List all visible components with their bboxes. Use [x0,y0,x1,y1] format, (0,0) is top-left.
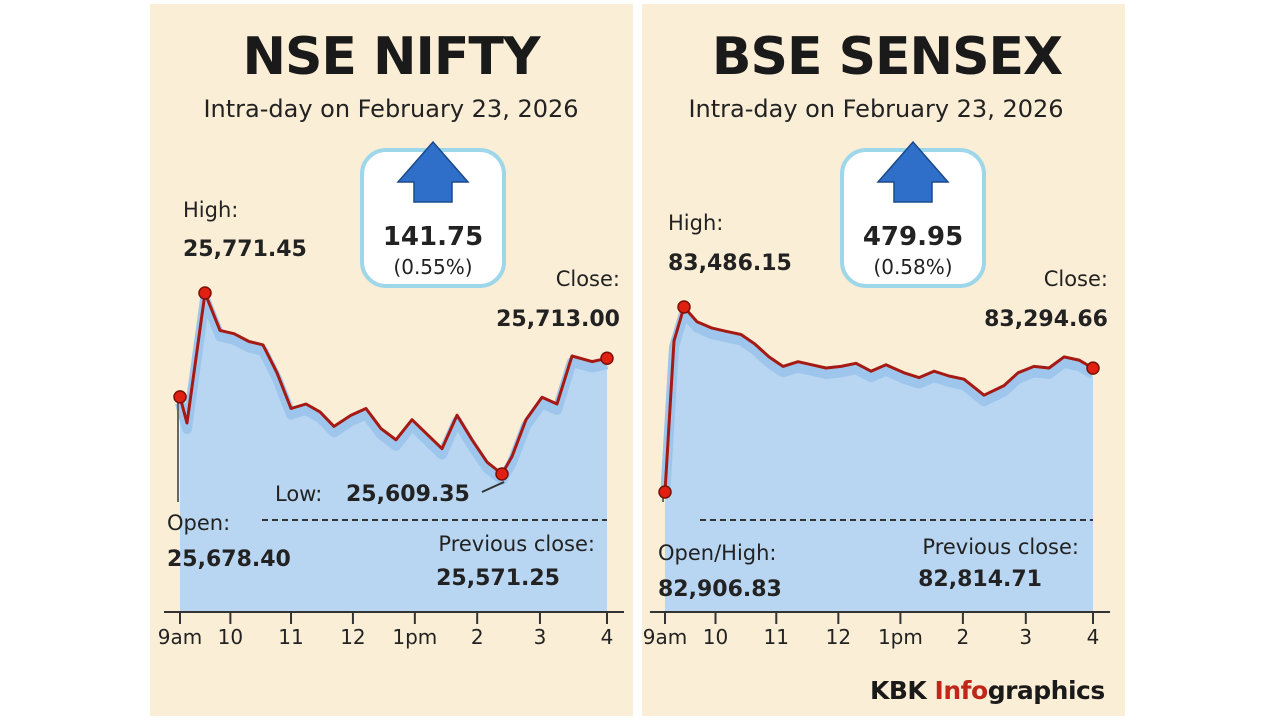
nifty-panel: NSE NIFTY Intra-day on February 23, 2026… [150,4,633,716]
nifty-change-percent: (0.55%) [393,255,472,279]
nifty-high-value: 25,771.45 [183,237,307,262]
sensex-open-value: 82,906.83 [658,577,782,602]
nifty-marks: 9am 10 11 12 1pm 2 3 4 [158,286,624,649]
x-tick-label: 10 [218,625,243,649]
sensex-change-percent: (0.58%) [873,255,952,279]
sensex-marks: 9am 10 11 12 1pm 2 3 4 [643,300,1110,649]
nifty-title: NSE NIFTY [242,27,541,87]
area-shade [175,294,609,485]
high-marker [198,286,212,300]
series-line [663,305,1094,493]
area-shade [660,308,1096,499]
panel-divider [633,4,642,716]
series-line [178,291,608,476]
area-fill [180,301,607,612]
x-tick-label: 2 [471,625,484,649]
sensex-panel: BSE SENSEX Intra-day on February 23, 202… [642,4,1125,716]
up-arrow-icon [396,140,470,203]
credit-brand: KBK [870,676,927,705]
sensex-close-label: Close: [1044,267,1108,291]
credit: KBK Infographics [870,676,1105,705]
nifty-open-label: Open: [167,511,230,535]
x-tick-label: 9am [158,625,202,649]
x-tick-label: 12 [826,625,851,649]
open-marker [173,390,187,404]
high-marker [677,300,691,314]
x-tick-label: 9am [643,625,687,649]
sensex-subtitle: Intra-day on February 23, 2026 [688,95,1063,123]
nifty-chart: NSE NIFTY Intra-day on February 23, 2026… [158,27,624,649]
x-tick-label: 11 [764,625,789,649]
low-leader [481,481,505,493]
nifty-change-box: 141.75 (0.55%) [360,140,506,288]
sensex-prev-value: 82,814.71 [918,567,1042,592]
nifty-high-label: High: [183,198,238,222]
sensex-high-value: 83,486.15 [668,251,792,276]
credit-rest: graphics [987,676,1106,705]
nifty-prev-label: Previous close: [438,532,595,556]
x-tick-label: 1pm [878,625,923,649]
x-tick-label: 3 [1019,625,1032,649]
nifty-close-label: Close: [556,267,620,291]
sensex-chart: BSE SENSEX Intra-day on February 23, 202… [643,27,1110,649]
x-tick-label: 3 [534,625,547,649]
nifty-change-points: 141.75 [383,222,483,252]
open-marker [658,485,672,499]
close-marker [1086,361,1100,375]
nifty-area [175,294,609,612]
up-arrow-icon [876,140,950,203]
area-fill [665,315,1093,612]
nifty-open-value: 25,678.40 [167,547,291,572]
sensex-change-box: 479.95 (0.58%) [840,140,986,288]
sensex-close-value: 83,294.66 [984,307,1108,332]
nifty-subtitle: Intra-day on February 23, 2026 [203,95,578,123]
sensex-title: BSE SENSEX [712,27,1063,87]
sensex-area [660,308,1096,612]
credit-accent: Info [934,676,989,705]
nifty-low-label: Low: [275,482,322,506]
nifty-prev-value: 25,571.25 [436,566,560,591]
sensex-open-label: Open/High: [658,541,777,565]
sensex-high-label: High: [668,211,723,235]
x-tick-label: 11 [278,625,303,649]
x-tick-label: 4 [601,625,614,649]
close-marker [600,351,614,366]
x-tick-label: 10 [703,625,728,649]
x-tick-label: 12 [340,625,365,649]
x-tick-label: 2 [957,625,970,649]
x-tick-label: 4 [1087,625,1100,649]
nifty-low-value: 25,609.35 [346,482,470,507]
sensex-prev-label: Previous close: [922,535,1079,559]
sensex-change-points: 479.95 [863,222,963,252]
x-tick-label: 1pm [392,625,437,649]
low-marker [495,467,509,481]
nifty-close-value: 25,713.00 [496,307,620,332]
